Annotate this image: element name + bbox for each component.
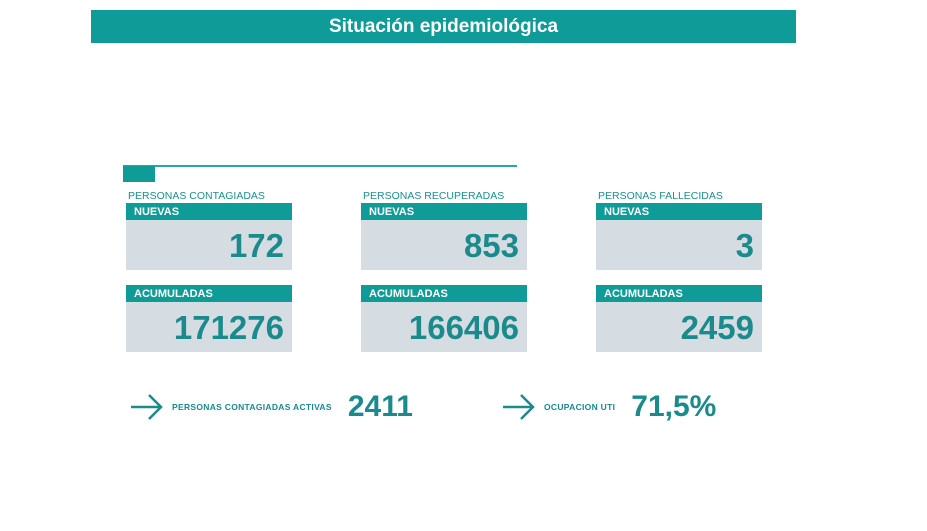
- acumuladas-value: 2459: [596, 302, 762, 352]
- activas-label: PERSONAS CONTAGIADAS ACTIVAS: [172, 402, 332, 412]
- nuevas-value: 3: [596, 220, 762, 270]
- group-fallecidas: PERSONAS FALLECIDAS NUEVAS 3 ACUMULADAS …: [596, 189, 762, 352]
- nuevas-value: 172: [126, 220, 292, 270]
- nuevas-header: NUEVAS: [361, 203, 527, 220]
- nuevas-value: 853: [361, 220, 527, 270]
- divider-line: [123, 165, 517, 167]
- acumuladas-value: 166406: [361, 302, 527, 352]
- group-label: PERSONAS CONTAGIADAS: [128, 190, 265, 202]
- group-label: PERSONAS FALLECIDAS: [598, 190, 723, 202]
- activas-value: 2411: [347, 390, 413, 423]
- group-label: PERSONAS RECUPERADAS: [363, 190, 505, 202]
- page-title: Situación epidemiológica: [91, 10, 796, 43]
- acumuladas-header: ACUMULADAS: [596, 285, 762, 302]
- arrow-right-icon: [131, 394, 163, 420]
- uti-label: OCUPACION UTI: [544, 402, 616, 412]
- acumuladas-value: 171276: [126, 302, 292, 352]
- nuevas-header: NUEVAS: [596, 203, 762, 220]
- group-contagiadas: PERSONAS CONTAGIADAS NUEVAS 172 ACUMULAD…: [126, 189, 292, 352]
- uti-row: OCUPACION UTI 71,5%: [502, 390, 716, 424]
- group-recuperadas: PERSONAS RECUPERADAS NUEVAS 853 ACUMULAD…: [361, 189, 527, 352]
- acumuladas-header: ACUMULADAS: [361, 285, 527, 302]
- acumuladas-header: ACUMULADAS: [126, 285, 292, 302]
- arrow-right-icon: [503, 394, 535, 420]
- uti-value: 71,5%: [631, 390, 717, 423]
- activas-row: PERSONAS CONTAGIADAS ACTIVAS 2411: [130, 390, 413, 424]
- nuevas-header: NUEVAS: [126, 203, 292, 220]
- accent-square: [123, 166, 155, 182]
